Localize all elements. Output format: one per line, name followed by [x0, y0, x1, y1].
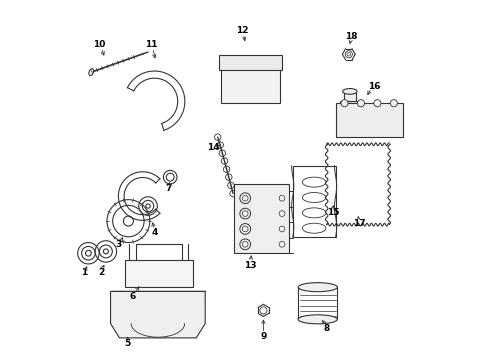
- Text: 16: 16: [367, 82, 379, 91]
- Ellipse shape: [298, 315, 337, 324]
- Text: 8: 8: [323, 324, 329, 333]
- Text: 10: 10: [93, 40, 105, 49]
- Text: 1: 1: [81, 268, 87, 277]
- Ellipse shape: [298, 283, 337, 292]
- Text: 11: 11: [145, 40, 158, 49]
- Bar: [339, 102, 359, 119]
- Text: 7: 7: [165, 184, 171, 193]
- Circle shape: [389, 100, 397, 107]
- Text: 18: 18: [345, 32, 357, 41]
- Text: 12: 12: [235, 26, 248, 35]
- Bar: [335, 103, 403, 137]
- Bar: [344, 91, 355, 102]
- Ellipse shape: [342, 89, 356, 94]
- Circle shape: [373, 100, 380, 107]
- Text: 15: 15: [326, 208, 339, 217]
- Bar: [221, 57, 280, 103]
- Text: 5: 5: [124, 339, 131, 348]
- Bar: [219, 55, 282, 70]
- Text: 3: 3: [115, 240, 122, 249]
- Circle shape: [357, 100, 364, 107]
- Text: 14: 14: [206, 143, 219, 152]
- Circle shape: [340, 100, 347, 107]
- Text: 6: 6: [130, 292, 136, 301]
- Text: 9: 9: [260, 332, 266, 341]
- Bar: [292, 166, 335, 237]
- Bar: [124, 260, 192, 287]
- Text: 13: 13: [243, 261, 256, 270]
- Text: 17: 17: [352, 219, 365, 228]
- Polygon shape: [110, 292, 205, 338]
- Bar: [233, 184, 288, 253]
- Text: 2: 2: [98, 268, 104, 277]
- Text: 4: 4: [152, 228, 158, 237]
